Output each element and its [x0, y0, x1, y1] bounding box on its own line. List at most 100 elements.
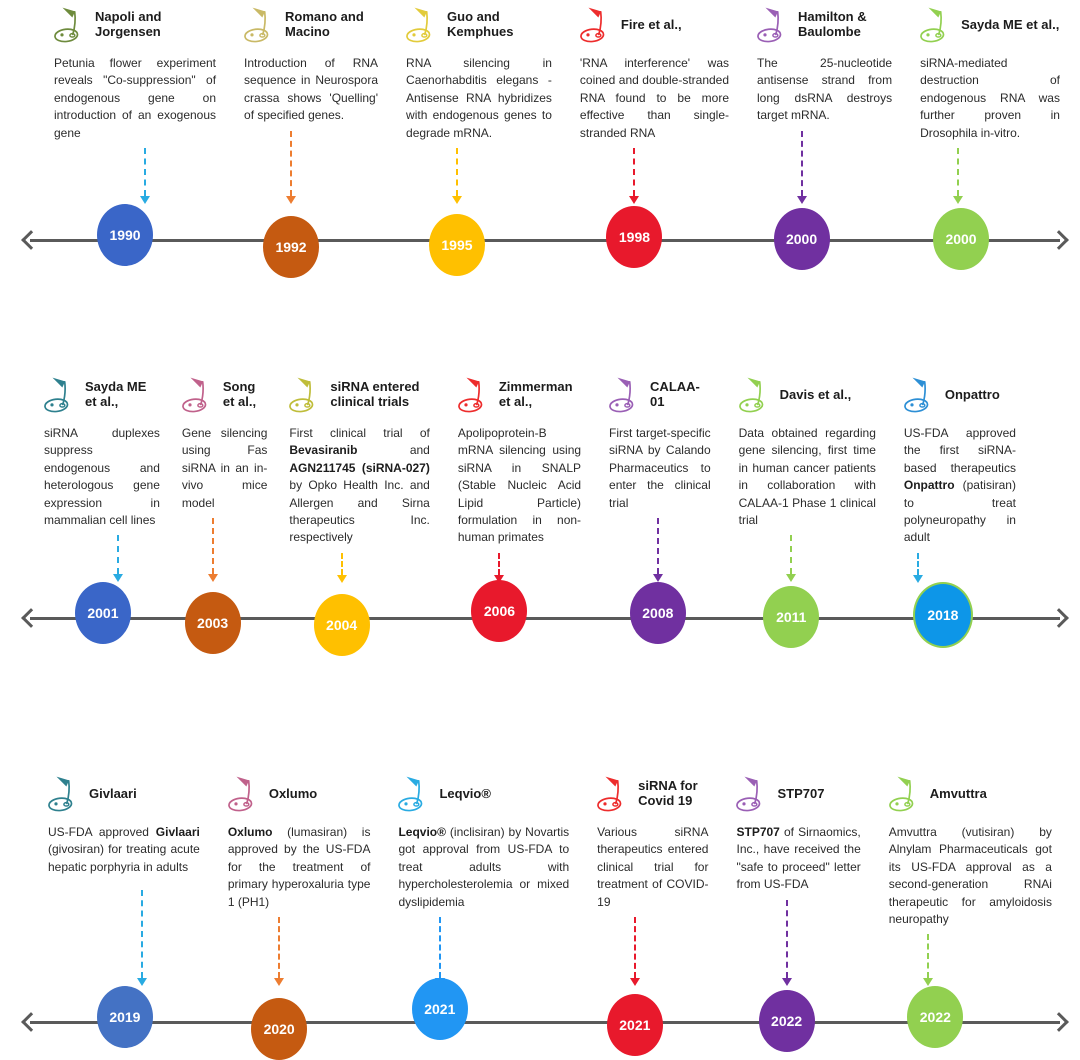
event-description: US-FDA approved the first siRNA-based th…	[903, 426, 1016, 545]
down-arrow-icon	[888, 147, 1028, 204]
event-title: siRNA for Covid 19	[638, 778, 698, 808]
golf-flag-icon	[736, 776, 761, 812]
axis-line	[30, 238, 1060, 242]
timeline-event: Davis et al., Data obtained regarding ge…	[725, 370, 890, 652]
event-header: Leqvio®	[398, 775, 569, 813]
timeline-event: Givlaari US-FDA approved Givlaari (givos…	[0, 769, 214, 1056]
arrow-dash	[144, 147, 147, 196]
year-marker: 2021	[606, 994, 663, 1056]
event-header: Guo and Kemphues	[406, 6, 552, 44]
timeline-event: Napoli and Jorgensen Petunia flower expe…	[0, 0, 230, 274]
year-marker: 1998	[606, 206, 663, 268]
event-description: Various siRNA therapeutics entered clini…	[597, 825, 709, 909]
event-description: Introduction of RNA sequence in Neurospo…	[244, 56, 379, 123]
down-arrow-icon	[607, 517, 709, 582]
event-header: Davis et al.,	[738, 376, 876, 414]
arrow-tip	[912, 574, 923, 583]
arrow-tip	[207, 574, 218, 582]
year-marker: 2011	[763, 586, 820, 648]
axis-right-arrow-icon	[1049, 608, 1069, 628]
year-marker: 2020	[251, 998, 308, 1060]
golf-flag-icon	[597, 776, 622, 812]
timeline-event: Sayda ME et al., siRNA-mediated destruct…	[906, 0, 1080, 274]
event-description: Oxlumo (lumasiran) is approved by the US…	[227, 825, 371, 909]
arrow-dash	[785, 899, 788, 978]
down-arrow-icon	[384, 147, 530, 204]
event-header: Amvuttra	[888, 775, 1052, 813]
event-header: Napoli and Jorgensen	[54, 6, 216, 44]
event-title: Onpattro	[944, 386, 1000, 402]
event-title: Leqvio®	[439, 785, 491, 801]
arrow-dash	[633, 916, 636, 978]
arrow-dash	[916, 552, 919, 575]
golf-flag-icon	[398, 776, 423, 812]
year-marker: 2006	[471, 580, 528, 642]
event-description: siRNA duplexes suppress endogenous and h…	[44, 426, 160, 527]
golf-flag-icon	[738, 377, 763, 413]
event-title: Sayda ME et al.,	[85, 379, 147, 409]
event-header: siRNA for Covid 19	[597, 775, 708, 813]
year-marker: 2004	[313, 594, 370, 656]
arrow-tip	[140, 196, 151, 204]
event-title: Napoli and Jorgensen	[95, 9, 162, 39]
arrow-dash	[290, 130, 293, 196]
event-title: Oxlumo	[268, 785, 318, 801]
year-marker: 2021	[411, 978, 468, 1040]
event-title: Amvuttra	[929, 785, 987, 801]
arrow-tip	[652, 574, 663, 582]
timeline-event: Leqvio® Leqvio® (inclisiran) by Novartis…	[384, 769, 583, 1056]
event-title: Guo and Kemphues	[447, 9, 514, 39]
down-arrow-icon	[354, 916, 525, 986]
event-description: Petunia flower experiment reveals "Co-su…	[54, 56, 217, 140]
event-description: Amvuttra (vutisiran) by Alnylam Pharmace…	[888, 825, 1052, 926]
golf-flag-icon	[580, 7, 605, 43]
arrow-dash	[927, 934, 930, 978]
arrow-dash	[790, 535, 793, 574]
event-header: STP707	[736, 775, 860, 813]
timeline-row: Sayda ME et al., siRNA duplexes suppress…	[0, 370, 1080, 656]
event-header: Romano and Macino	[244, 6, 378, 44]
down-arrow-icon	[438, 552, 561, 583]
timeline-axis	[21, 1012, 1069, 1032]
year-marker: 1995	[428, 214, 485, 276]
year-marker: 2000	[773, 208, 830, 270]
arrow-dash	[800, 130, 803, 196]
golf-flag-icon	[609, 377, 634, 413]
axis-right-arrow-icon	[1049, 1012, 1069, 1032]
event-header: Zimmerman et al.,	[457, 376, 581, 414]
down-arrow-icon	[60, 535, 176, 582]
event-header: Oxlumo	[227, 775, 371, 813]
arrow-tip	[629, 978, 640, 986]
timeline-event: Song et al., Gene silencing using Fas si…	[174, 370, 276, 654]
golf-flag-icon	[227, 776, 253, 812]
golf-flag-icon	[182, 377, 207, 413]
arrow-tip	[136, 978, 147, 986]
event-title: Davis et al.,	[779, 386, 852, 402]
timeline-event: Zimmerman et al., Apolipoprotein-B mRNA …	[444, 370, 595, 652]
event-header: CALAA-01	[609, 376, 711, 414]
axis-left-arrow-icon	[21, 230, 41, 250]
events-row: Napoli and Jorgensen Petunia flower expe…	[0, 0, 1080, 278]
down-arrow-icon	[170, 517, 256, 582]
arrow-tip	[494, 574, 505, 583]
year-marker: 2001	[74, 582, 131, 644]
event-header: Onpattro	[904, 376, 1016, 414]
axis-left-arrow-icon	[21, 1012, 41, 1032]
year-marker: 2000	[933, 208, 990, 270]
arrow-dash	[278, 916, 281, 978]
down-arrow-icon	[560, 147, 709, 204]
arrow-dash	[438, 916, 441, 978]
year-marker: 2022	[907, 986, 964, 1048]
down-arrow-icon	[271, 552, 411, 583]
axis-line	[30, 616, 1060, 620]
axis-line	[30, 1020, 1060, 1024]
down-arrow-icon	[723, 535, 860, 582]
arrow-tip	[786, 574, 797, 582]
arrow-dash	[633, 147, 636, 196]
arrow-tip	[953, 196, 964, 204]
year-marker: 1992	[263, 216, 320, 278]
timeline-event: Oxlumo Oxlumo (lumasiran) is approved by…	[214, 769, 385, 1060]
down-arrow-icon	[64, 147, 226, 204]
timeline-axis	[21, 230, 1069, 250]
year-marker: 2019	[96, 986, 153, 1048]
